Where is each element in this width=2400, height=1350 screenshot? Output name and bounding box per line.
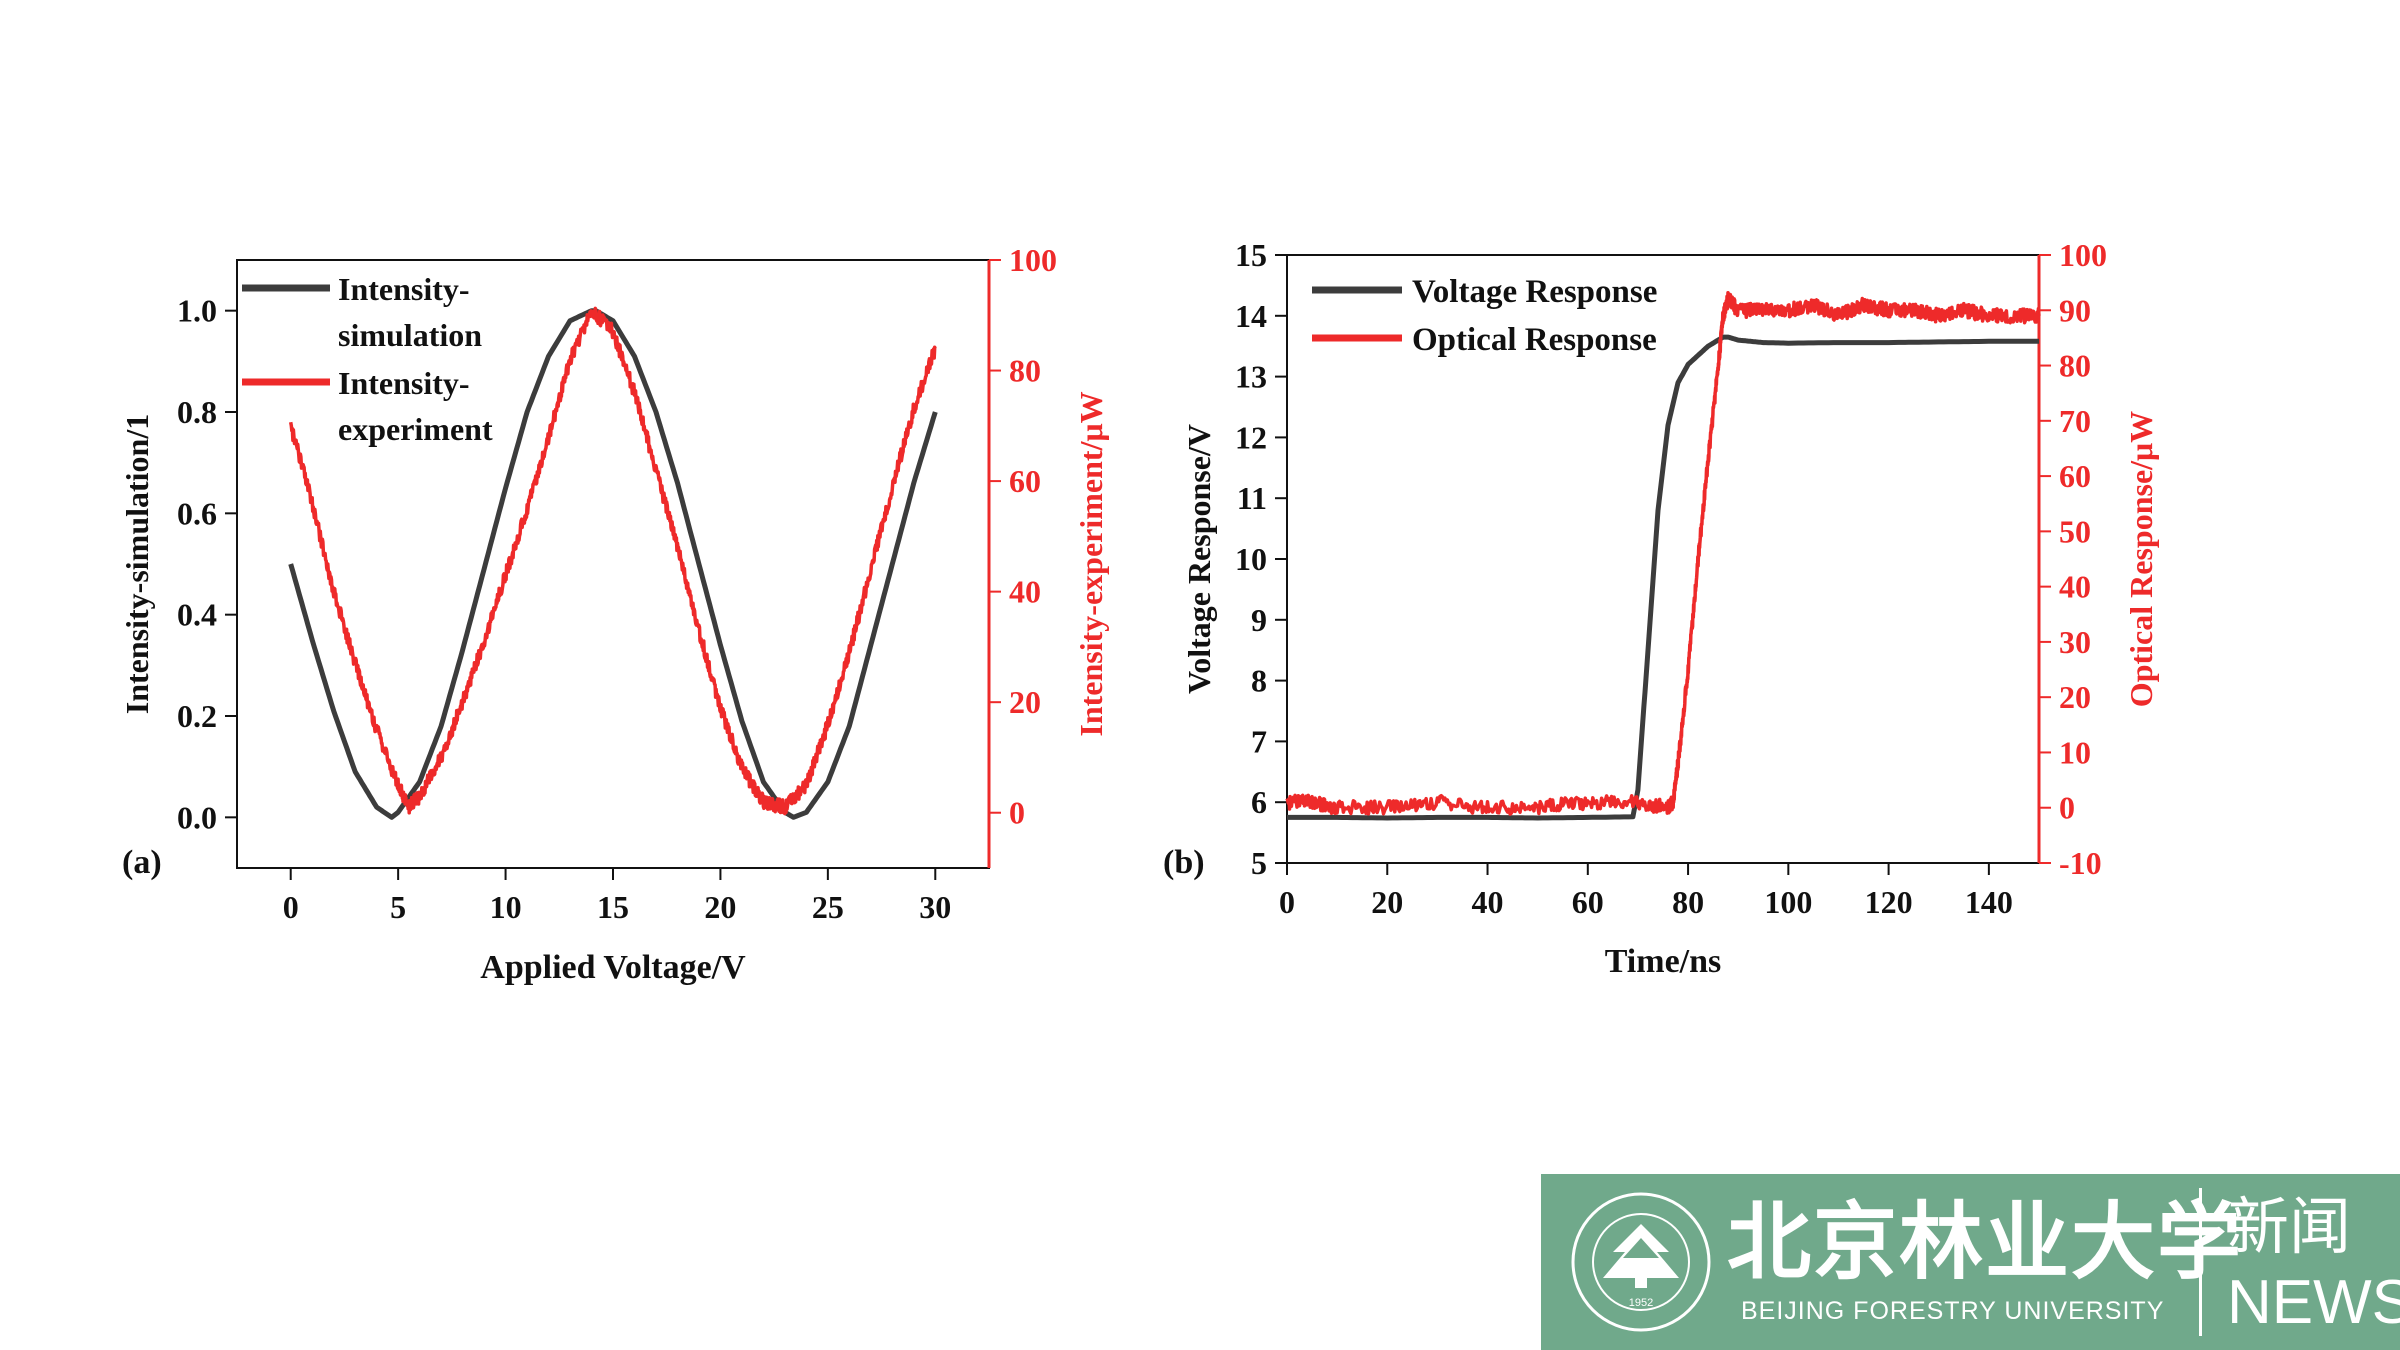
- chart-b-right-tick-label: -10: [2059, 845, 2102, 881]
- legend-b-optical-label: Optical Response: [1412, 322, 1657, 358]
- chart-a-right-tick-label: 100: [1009, 242, 1057, 278]
- chart-b-x-tick-label: 40: [1472, 884, 1504, 920]
- chart-b-x-tick-label: 140: [1965, 884, 2013, 920]
- chart-b-x-tick-label: 120: [1865, 884, 1913, 920]
- chart-b-left-tick-label: 5: [1251, 845, 1267, 881]
- chart-b-legend: Voltage Response Optical Response: [1312, 274, 1657, 358]
- chart-b-left-tick-label: 10: [1235, 541, 1267, 577]
- chart-b-left-tick-label: 13: [1235, 359, 1267, 395]
- chart-a-left-axis-title: Intensity-simulation/1: [119, 414, 155, 714]
- chart-a-right-tick-label: 0: [1009, 795, 1025, 831]
- legend-a-experiment-label: Intensity-experiment: [338, 365, 493, 447]
- chart-b-plot-area: [1286, 254, 2040, 864]
- chart-b-left-tick-label: 7: [1251, 723, 1267, 759]
- chart-b-left-tick-label: 11: [1237, 480, 1267, 516]
- chart-a-panel-label: (a): [122, 844, 162, 881]
- chart-b-series-voltage-response: [1287, 334, 2039, 821]
- news-label-english: NEWS: [2227, 1268, 2400, 1337]
- chart-a-x-tick-label: 10: [490, 889, 522, 925]
- chart-b-left-axis-title: Voltage Response/V: [1181, 424, 1217, 694]
- chart-b-ticks: 0 20 40 60 80 100 120 140 5 6 7 8 9 10 11 12 13 14 15 -10 0 1…: [1235, 237, 2107, 920]
- chart-b-left-tick-label: 12: [1235, 419, 1267, 455]
- chart-b-left-tick-label: 8: [1251, 663, 1267, 699]
- chart-b-right-tick-label: 80: [2059, 348, 2091, 384]
- chart-a-x-axis-title: Applied Voltage/V: [480, 949, 746, 986]
- chart-a-x-tick-label: 0: [283, 889, 299, 925]
- chart-b-left-tick-label: 9: [1251, 602, 1267, 638]
- chart-a-x-tick-label: 30: [919, 889, 951, 925]
- chart-b-left-tick-label: 15: [1235, 237, 1267, 273]
- chart-a-right-tick-label: 20: [1009, 684, 1041, 720]
- chart-b-x-tick-label: 0: [1279, 884, 1295, 920]
- chart-b-x-tick-label: 20: [1371, 884, 1403, 920]
- chart-a-left-tick-label: 1.0: [177, 293, 217, 329]
- chart-b-left-tick-label: 6: [1251, 784, 1267, 820]
- chart-b-series: [1285, 290, 2041, 821]
- chart-b-series-optical-response: [1285, 290, 2041, 816]
- chart-a-left-tick-label: 0.0: [177, 799, 217, 835]
- chart-b-right-tick-label: 10: [2059, 734, 2091, 770]
- chart-a-series-intensity-experiment: [288, 306, 937, 816]
- chart-a-legend: Intensity-simulation Intensity-experimen…: [242, 271, 493, 447]
- chart-a-ticks: 0 5 10 15 20 25 30 0.0 0.2 0.4 0.6 0.8 1.0 0 20 40 60 80 1…: [177, 242, 1057, 925]
- chart-a-frame: 0 5 10 15 20 25 30 0.0 0.2 0.4 0.6 0.8 1.0 0 20 40 60 80 1…: [119, 242, 1109, 986]
- chart-b-x-tick-label: 60: [1572, 884, 1604, 920]
- chart-a-left-tick-label: 0.8: [177, 394, 217, 430]
- legend-b-voltage-label: Voltage Response: [1412, 274, 1657, 310]
- logo-divider: [2199, 1188, 2202, 1336]
- seal-year: 1952: [1629, 1297, 1653, 1309]
- chart-b-right-tick-label: 100: [2059, 237, 2107, 273]
- chart-a-left-tick-label: 0.6: [177, 495, 217, 531]
- university-name-chinese: 北京林业大学: [1727, 1192, 2244, 1291]
- university-logo-banner: 1952 北京林业大学 BEIJING FORESTRY UNIVERSITY …: [1541, 1174, 2400, 1350]
- chart-a-right-tick-label: 40: [1009, 574, 1041, 610]
- chart-a-right-axis-title: Intensity-experiment/μW: [1073, 391, 1109, 736]
- chart-a-right-tick-label: 80: [1009, 353, 1041, 389]
- chart-b-right-tick-label: 60: [2059, 458, 2091, 494]
- chart-a-right-tick-label: 60: [1009, 463, 1041, 499]
- chart-b-x-tick-label: 80: [1672, 884, 1704, 920]
- chart-b-left-tick-label: 14: [1235, 298, 1267, 334]
- chart-a-x-tick-label: 25: [812, 889, 844, 925]
- chart-b-x-axis-title: Time/ns: [1605, 943, 1722, 980]
- chart-b-right-tick-label: 20: [2059, 679, 2091, 715]
- news-label-chinese: 新闻: [2227, 1190, 2352, 1263]
- chart-b-right-tick-label: 0: [2059, 790, 2075, 826]
- chart-b-x-tick-label: 100: [1764, 884, 1812, 920]
- chart-b-frame: 0 20 40 60 80 100 120 140 5 6 7 8 9 10 11 12 13 14 15 -10 0 1…: [1163, 237, 2159, 980]
- chart-b-right-tick-label: 50: [2059, 513, 2091, 549]
- chart-a-x-tick-label: 15: [597, 889, 629, 925]
- chart-b-right-tick-label: 30: [2059, 624, 2091, 660]
- legend-a-simulation-label: Intensity-simulation: [338, 271, 482, 353]
- chart-b-panel-label: (b): [1163, 844, 1205, 881]
- chart-a-x-tick-label: 5: [390, 889, 406, 925]
- chart-a-left-tick-label: 0.4: [177, 597, 217, 633]
- chart-b-right-tick-label: 40: [2059, 569, 2091, 605]
- chart-b-right-tick-label: 90: [2059, 292, 2091, 328]
- chart-b-right-tick-label: 70: [2059, 403, 2091, 439]
- chart-b-right-axis-title: Optical Response/μW: [2123, 411, 2159, 707]
- university-name-english: BEIJING FORESTRY UNIVERSITY: [1741, 1297, 2165, 1325]
- chart-a-series: [288, 306, 938, 820]
- chart-a-x-tick-label: 20: [704, 889, 736, 925]
- chart-a-left-tick-label: 0.2: [177, 698, 217, 734]
- university-seal-icon: 1952: [1571, 1192, 1711, 1332]
